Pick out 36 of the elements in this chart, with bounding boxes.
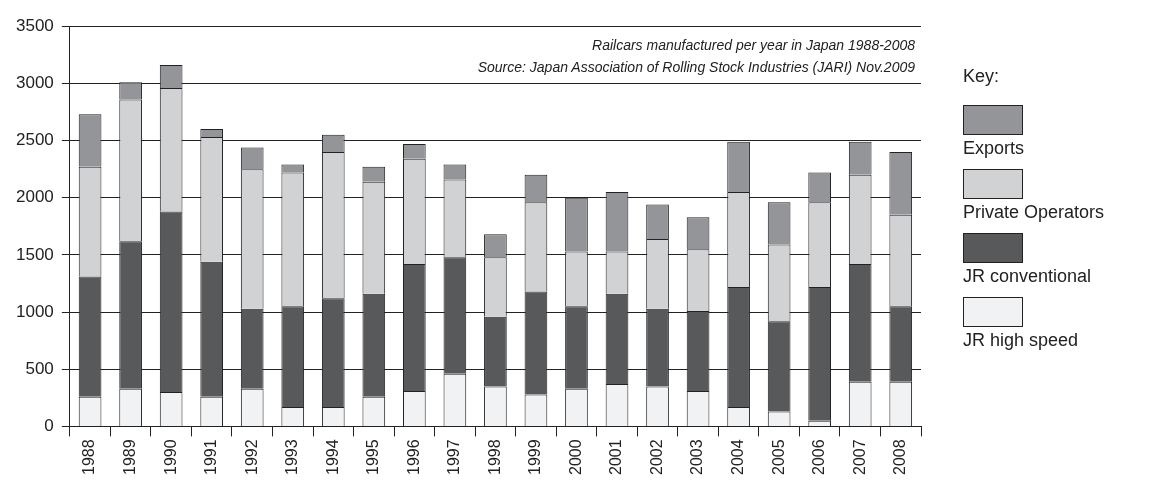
y-tick-label: 500	[25, 358, 54, 378]
y-tick-label: 3000	[15, 73, 54, 93]
x-tick-label: 2002	[647, 439, 665, 475]
legend-label: Private Operators	[963, 202, 1105, 223]
x-tick-label: 1994	[323, 439, 341, 475]
x-tick-label: 2008	[891, 439, 909, 475]
legend-title: Key:	[963, 66, 1001, 87]
x-tick-label: 1990	[161, 439, 179, 475]
x-tick-label: 2001	[607, 439, 625, 475]
x-tick-label: 2007	[850, 439, 868, 475]
text: JR high speed	[963, 330, 1080, 351]
x-tick-label: 1999	[526, 439, 544, 475]
y-tick-label: 2000	[15, 187, 54, 207]
annotation: Railcars manufactured per year in Japan 1988-2008	[592, 37, 916, 54]
x-tick-label: 2006	[810, 439, 828, 475]
x-tick-label: 1991	[202, 439, 220, 475]
annotation: Source: Japan Association of Rolling Stock Industries (JARI) Nov.2009	[477, 59, 916, 76]
x-tick-label: 2005	[769, 439, 787, 475]
legend-label: JR conventional	[963, 266, 1093, 287]
x-tick-label: 1993	[283, 439, 301, 475]
x-tick-label: 1989	[121, 439, 139, 475]
x-tick-label: 1997	[445, 439, 463, 475]
y-tick-label: 1500	[15, 244, 54, 264]
y-tick-label: 1000	[15, 301, 54, 321]
x-tick-label: 2004	[729, 439, 747, 475]
y-tick-label: 0	[44, 416, 54, 436]
x-tick-label: 1998	[485, 439, 503, 475]
x-tick-label: 1995	[364, 439, 382, 475]
x-tick-label: 1988	[80, 439, 98, 475]
y-tick-label: 2500	[15, 130, 54, 150]
legend-label: Exports	[963, 138, 1026, 159]
x-tick-label: 2000	[566, 439, 584, 475]
x-tick-label: 2003	[688, 439, 706, 475]
x-tick-label: 1996	[404, 439, 422, 475]
x-tick-label: 1992	[242, 439, 260, 475]
y-tick-label: 3500	[15, 15, 54, 35]
